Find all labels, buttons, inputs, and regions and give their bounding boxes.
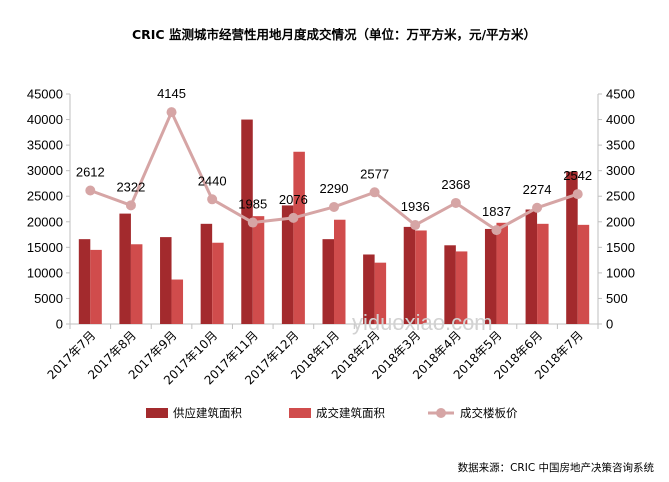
transaction-bar bbox=[577, 224, 590, 324]
left-tick-label: 35000 bbox=[27, 138, 63, 153]
transaction-bar bbox=[334, 219, 346, 324]
supply-bar bbox=[363, 254, 375, 324]
left-tick-label: 25000 bbox=[27, 189, 63, 204]
price-point bbox=[125, 200, 136, 211]
legend-marker bbox=[436, 408, 446, 418]
transaction-bar bbox=[212, 242, 224, 324]
left-tick-label: 45000 bbox=[27, 87, 63, 102]
price-point bbox=[369, 187, 380, 198]
source-note: 数据来源：CRIC 中国房地产决策咨询系统 bbox=[458, 461, 655, 474]
transaction-bar bbox=[496, 222, 508, 324]
bars bbox=[78, 119, 590, 324]
transaction-bar bbox=[374, 262, 387, 324]
right-tick-label: 2000 bbox=[606, 214, 635, 229]
price-data-label: 2577 bbox=[360, 166, 389, 181]
price-data-label: 2368 bbox=[441, 177, 470, 192]
left-tick-label: 10000 bbox=[27, 265, 63, 280]
price-data-label: 1936 bbox=[401, 199, 430, 214]
chart-title: CRIC 监测城市经营性用地月度成交情况（单位：万平方米，元/平方米） bbox=[132, 27, 536, 42]
price-data-label: 1985 bbox=[238, 197, 267, 212]
price-point bbox=[491, 225, 502, 236]
price-data-label: 2612 bbox=[76, 164, 105, 179]
supply-bar bbox=[119, 213, 131, 324]
supply-bar bbox=[444, 245, 456, 324]
right-tick-label: 3000 bbox=[606, 163, 635, 178]
transaction-bar bbox=[252, 216, 265, 324]
right-tick-label: 0 bbox=[606, 317, 613, 332]
supply-bar bbox=[484, 228, 497, 324]
watermark: yiduoxiao.com bbox=[352, 310, 493, 335]
right-tick-label: 2500 bbox=[606, 189, 635, 204]
left-tick-label: 20000 bbox=[27, 214, 63, 229]
supply-bar bbox=[281, 205, 294, 324]
transaction-bar bbox=[171, 279, 184, 324]
left-tick-label: 30000 bbox=[27, 163, 63, 178]
price-data-label: 2542 bbox=[563, 168, 592, 183]
right-tick-label: 4500 bbox=[606, 87, 635, 102]
price-point bbox=[572, 189, 583, 200]
left-tick-label: 0 bbox=[56, 317, 63, 332]
price-data-label: 2290 bbox=[320, 181, 349, 196]
legend-label: 供应建筑面积 bbox=[173, 406, 242, 420]
right-tick-label: 1500 bbox=[606, 240, 635, 255]
price-data-label: 2322 bbox=[116, 179, 145, 194]
x-tick-labels: 2017年7月2017年8月2017年9月2017年10月2017年11月201… bbox=[45, 328, 586, 387]
right-tick-label: 3500 bbox=[606, 138, 635, 153]
price-point bbox=[247, 217, 258, 228]
price-data-label: 2274 bbox=[523, 182, 552, 197]
price-point bbox=[207, 194, 218, 205]
supply-bar bbox=[160, 237, 172, 324]
legend: 供应建筑面积 成交建筑面积 成交楼板价 bbox=[146, 406, 518, 420]
legend-swatch bbox=[289, 408, 311, 418]
price-point bbox=[329, 201, 339, 212]
price-line bbox=[85, 107, 583, 236]
transaction-bar bbox=[415, 230, 427, 324]
legend-label: 成交楼板价 bbox=[460, 406, 518, 420]
price-data-label: 4145 bbox=[157, 86, 186, 101]
supply-bar bbox=[525, 209, 538, 324]
supply-bar bbox=[566, 171, 578, 324]
data-labels: 2612 2322 4145 2440 1985 2076 2290 2577 1936 2368… bbox=[76, 86, 592, 219]
price-point bbox=[532, 202, 543, 213]
supply-bar bbox=[403, 226, 416, 324]
axes: 0500010000150002000025000300003500040000… bbox=[27, 87, 635, 332]
transaction-bar bbox=[130, 244, 143, 324]
supply-bar bbox=[200, 223, 213, 324]
price-point bbox=[166, 107, 177, 118]
left-tick-label: 40000 bbox=[27, 112, 63, 127]
supply-bar bbox=[241, 119, 253, 324]
price-data-label: 1837 bbox=[482, 204, 511, 219]
right-tick-label: 500 bbox=[606, 291, 628, 306]
price-point bbox=[450, 197, 461, 208]
supply-bar bbox=[78, 239, 91, 324]
price-point bbox=[410, 220, 421, 231]
left-tick-label: 15000 bbox=[27, 240, 63, 255]
price-data-label: 2440 bbox=[198, 173, 227, 188]
supply-bar bbox=[322, 239, 334, 324]
transaction-bar bbox=[455, 251, 468, 324]
right-tick-label: 4000 bbox=[606, 112, 635, 127]
legend-swatch bbox=[146, 408, 168, 418]
price-point bbox=[85, 185, 96, 196]
right-tick-label: 1000 bbox=[606, 265, 635, 280]
transaction-bar bbox=[537, 223, 549, 324]
price-data-label: 2076 bbox=[279, 192, 308, 207]
legend-label: 成交建筑面积 bbox=[316, 406, 385, 420]
transaction-bar bbox=[293, 151, 305, 324]
left-tick-label: 5000 bbox=[34, 291, 63, 306]
price-point bbox=[288, 212, 299, 223]
transaction-bar bbox=[90, 249, 102, 324]
